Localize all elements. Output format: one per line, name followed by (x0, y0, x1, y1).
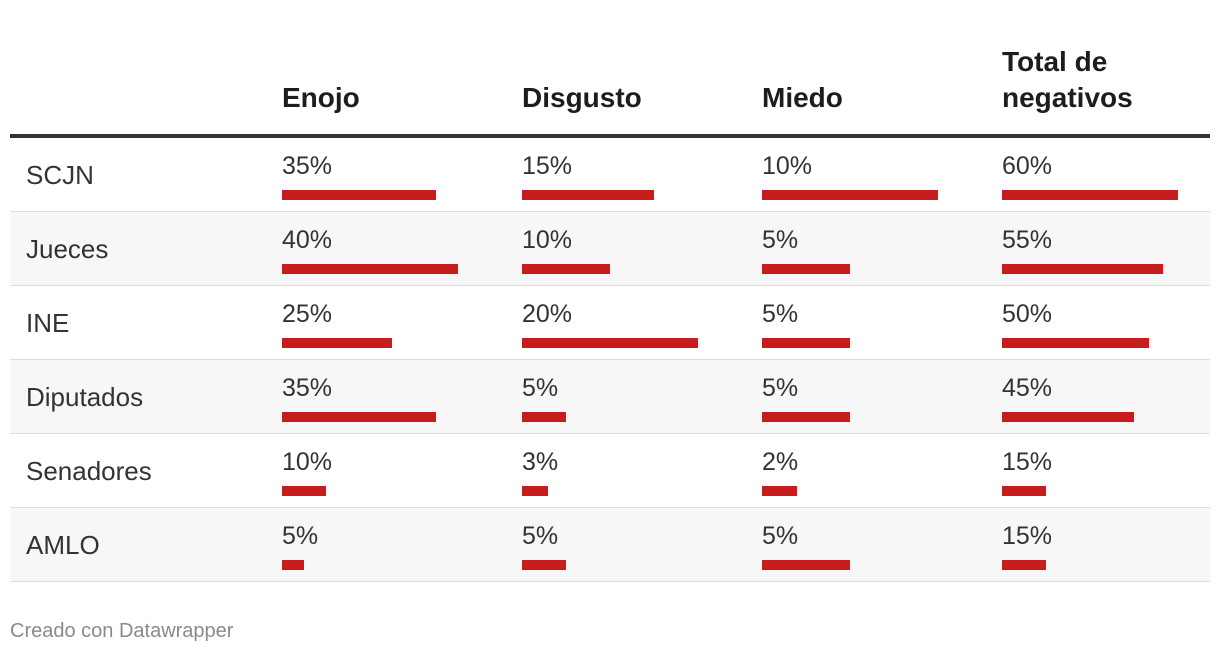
column-header-disgusto: Disgusto (522, 82, 642, 113)
value-bar (522, 338, 698, 348)
table-cell: 10% (762, 152, 938, 200)
value-bar (762, 264, 850, 274)
row-label: Jueces (26, 234, 109, 264)
table-header: Enojo Disgusto Miedo Total de negativos (10, 44, 1210, 138)
table-body: SCJN 35% 15% 10% 60% Jueces 40% 10% 5% 55% INE 25% 2… (10, 138, 1210, 582)
cell-value: 5% (522, 374, 559, 402)
value-bar (282, 412, 436, 422)
cell-value: 40% (282, 226, 333, 254)
table-cell: 5% (762, 374, 850, 422)
value-bar (762, 486, 797, 496)
cell-value: 2% (762, 448, 799, 476)
table-row: Diputados 35% 5% 5% 45% (10, 360, 1210, 434)
value-bar (522, 486, 548, 496)
table-cell: 15% (522, 152, 654, 200)
cell-value: 5% (762, 226, 799, 254)
value-bar (522, 560, 566, 570)
value-bar (762, 560, 850, 570)
value-bar (282, 486, 326, 496)
table-cell: 10% (522, 226, 610, 274)
table-row: SCJN 35% 15% 10% 60% (10, 138, 1210, 212)
value-bar (1002, 338, 1149, 348)
table-cell: 5% (282, 522, 319, 570)
column-header-miedo: Miedo (762, 82, 843, 113)
table-cell: 15% (1002, 522, 1053, 570)
cell-value: 10% (522, 226, 573, 254)
table-cell: 55% (1002, 226, 1163, 274)
row-label: Diputados (26, 382, 144, 412)
cell-value: 10% (282, 448, 333, 476)
cell-value: 3% (522, 448, 559, 476)
table-cell: 35% (282, 374, 436, 422)
value-bar (1002, 560, 1046, 570)
cell-value: 20% (522, 300, 573, 328)
table-cell: 50% (1002, 300, 1149, 348)
table-cell: 20% (522, 300, 698, 348)
cell-value: 35% (282, 152, 333, 180)
row-label: AMLO (26, 530, 100, 560)
value-bar (1002, 190, 1178, 200)
value-bar (522, 190, 654, 200)
cell-value: 15% (1002, 522, 1053, 550)
table-cell: 2% (762, 448, 799, 496)
table-cell: 10% (282, 448, 333, 496)
table-cell: 40% (282, 226, 458, 274)
table-row: Senadores 10% 3% 2% 15% (10, 434, 1210, 508)
cell-value: 60% (1002, 152, 1053, 180)
value-bar (282, 264, 458, 274)
value-bar (762, 338, 850, 348)
cell-value: 45% (1002, 374, 1053, 402)
cell-value: 15% (1002, 448, 1053, 476)
row-label: INE (26, 308, 70, 338)
cell-value: 5% (282, 522, 319, 550)
table-cell: 5% (762, 300, 850, 348)
credit-text: Creado con Datawrapper (10, 620, 234, 642)
cell-value: 55% (1002, 226, 1053, 254)
value-bar (282, 190, 436, 200)
table-cell: 5% (762, 522, 850, 570)
data-table: Enojo Disgusto Miedo Total de negativos … (10, 44, 1210, 582)
cell-value: 10% (762, 152, 813, 180)
column-header-total: Total de negativos (1002, 46, 1133, 113)
table-cell: 60% (1002, 152, 1178, 200)
cell-value: 25% (282, 300, 333, 328)
column-header-enojo: Enojo (282, 82, 360, 113)
value-bar (282, 560, 304, 570)
value-bar (282, 338, 392, 348)
table-row: Jueces 40% 10% 5% 55% (10, 212, 1210, 286)
cell-value: 5% (522, 522, 559, 550)
cell-value: 15% (522, 152, 573, 180)
table-cell: 5% (762, 226, 850, 274)
cell-value: 5% (762, 374, 799, 402)
value-bar (1002, 412, 1134, 422)
table-cell: 25% (282, 300, 392, 348)
cell-value: 5% (762, 522, 799, 550)
table-cell: 5% (522, 374, 566, 422)
value-bar (1002, 486, 1046, 496)
value-bar (522, 264, 610, 274)
value-bar (762, 412, 850, 422)
value-bar (762, 190, 938, 200)
table-cell: 15% (1002, 448, 1053, 496)
row-label: SCJN (26, 160, 94, 190)
table-cell: 45% (1002, 374, 1134, 422)
row-label: Senadores (26, 456, 152, 486)
table-row: INE 25% 20% 5% 50% (10, 286, 1210, 360)
table-cell: 5% (522, 522, 566, 570)
table-cell: 35% (282, 152, 436, 200)
table-row: AMLO 5% 5% 5% 15% (10, 508, 1210, 582)
value-bar (522, 412, 566, 422)
cell-value: 5% (762, 300, 799, 328)
cell-value: 50% (1002, 300, 1053, 328)
cell-value: 35% (282, 374, 333, 402)
value-bar (1002, 264, 1163, 274)
table-cell: 3% (522, 448, 559, 496)
